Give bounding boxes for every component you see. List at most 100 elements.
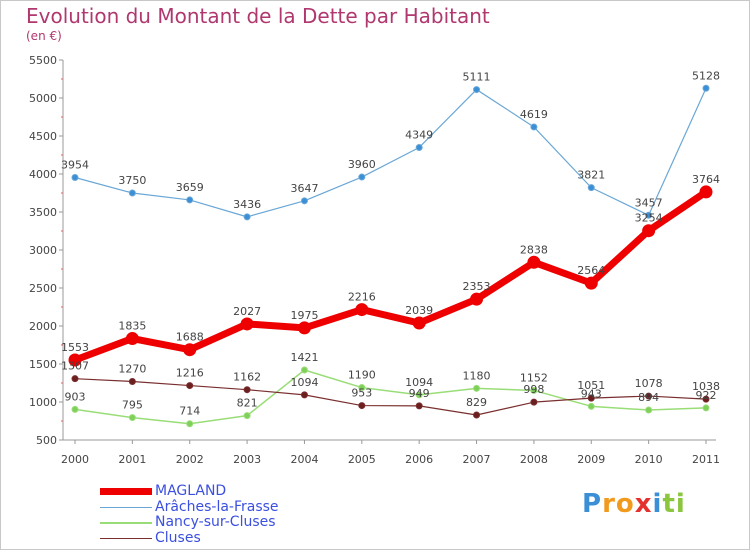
data-point (71, 375, 79, 383)
data-label: 1038 (692, 380, 720, 393)
data-label: 3954 (61, 158, 89, 171)
data-point (300, 391, 308, 399)
data-point (473, 411, 481, 419)
data-label: 2564 (577, 264, 605, 277)
data-point (702, 84, 710, 92)
data-point (243, 213, 251, 221)
data-label: 1835 (118, 320, 146, 333)
data-label: 1553 (61, 341, 89, 354)
logo-letter: P (582, 489, 603, 519)
data-label: 3457 (635, 196, 663, 209)
x-tick-label: 2008 (520, 453, 548, 466)
data-label: 1270 (118, 362, 146, 375)
data-point (473, 384, 481, 392)
data-label: 3764 (692, 173, 720, 186)
legend-swatch-araches (100, 506, 152, 508)
legend-label-cluses: Cluses (155, 529, 201, 546)
y-tick-label: 2500 (29, 282, 57, 295)
data-label: 1094 (290, 376, 318, 389)
data-label: 894 (638, 391, 659, 404)
data-point (702, 395, 710, 403)
proxiti-logo: Proxiti (582, 489, 686, 519)
x-tick-label: 2001 (118, 453, 146, 466)
data-label: 3821 (577, 169, 605, 182)
data-point (642, 224, 656, 238)
data-point (584, 276, 598, 290)
x-tick-label: 2006 (405, 453, 433, 466)
data-point (186, 382, 194, 390)
data-label: 5128 (692, 69, 720, 82)
data-point (587, 394, 595, 402)
data-label: 714 (179, 405, 200, 418)
data-label: 1180 (463, 369, 491, 382)
legend-swatch-nancy (100, 522, 152, 524)
data-point (587, 402, 595, 410)
logo-letter: i (652, 489, 663, 519)
data-label: 1216 (176, 367, 204, 380)
y-tick-label: 4000 (29, 168, 57, 181)
data-point (415, 391, 423, 399)
logo-letter: x (634, 489, 653, 519)
data-label: 2027 (233, 305, 261, 318)
data-point (300, 366, 308, 374)
data-point (71, 173, 79, 181)
logo-letter: i (675, 489, 686, 519)
data-label: 2838 (520, 243, 548, 256)
data-label: 4349 (405, 128, 433, 141)
data-label: 1688 (176, 331, 204, 344)
legend-label-nancy: Nancy-sur-Cluses (155, 514, 276, 530)
series-line-0 (73, 189, 708, 364)
data-label: 1975 (290, 309, 318, 322)
data-label: 1190 (348, 369, 376, 382)
data-point (470, 292, 484, 306)
data-point (473, 86, 481, 94)
y-tick-label: 3500 (29, 206, 57, 219)
data-point (128, 414, 136, 422)
data-point (645, 211, 653, 219)
y-tick-label: 5000 (29, 92, 57, 105)
x-tick-label: 2002 (176, 453, 204, 466)
x-tick-label: 2007 (463, 453, 491, 466)
series-line-1 (74, 88, 707, 218)
data-point (645, 406, 653, 414)
data-point (355, 303, 369, 317)
data-label: 1078 (635, 377, 663, 390)
logo-letter: o (615, 489, 635, 519)
data-point (71, 405, 79, 413)
data-point (68, 353, 82, 367)
data-label: 5111 (463, 71, 491, 84)
y-tick-label: 1500 (29, 358, 57, 371)
data-label: 953 (351, 387, 372, 400)
data-label: 2216 (348, 291, 376, 304)
y-tick-label: 2000 (29, 320, 57, 333)
data-point (702, 404, 710, 412)
y-tick-label: 4500 (29, 130, 57, 143)
data-label: 2353 (463, 280, 491, 293)
data-point (645, 392, 653, 400)
x-tick-label: 2003 (233, 453, 261, 466)
legend-swatch-cluses (100, 537, 152, 539)
data-label: 3436 (233, 198, 261, 211)
data-label: 1051 (577, 379, 605, 392)
data-label: 795 (122, 399, 143, 412)
data-label: 4619 (520, 108, 548, 121)
data-label: 1162 (233, 371, 261, 384)
data-label: 998 (523, 383, 544, 396)
x-tick-label: 2010 (635, 453, 663, 466)
y-tick-label: 3000 (29, 244, 57, 257)
legend-label-araches: Arâches-la-Frasse (155, 498, 279, 515)
chart-subtitle: (en €) (26, 29, 62, 43)
x-tick-label: 2005 (348, 453, 376, 466)
data-point (186, 420, 194, 428)
data-point (186, 196, 194, 204)
x-tick-label: 2011 (692, 453, 720, 466)
data-label: 1421 (290, 351, 318, 364)
chart-title: Evolution du Montant de la Dette par Hab… (26, 4, 490, 28)
x-tick-label: 2009 (577, 453, 605, 466)
data-point (297, 321, 311, 335)
data-point (128, 377, 136, 385)
data-label: 2039 (405, 304, 433, 317)
data-point (530, 386, 538, 394)
data-label: 829 (466, 396, 487, 409)
